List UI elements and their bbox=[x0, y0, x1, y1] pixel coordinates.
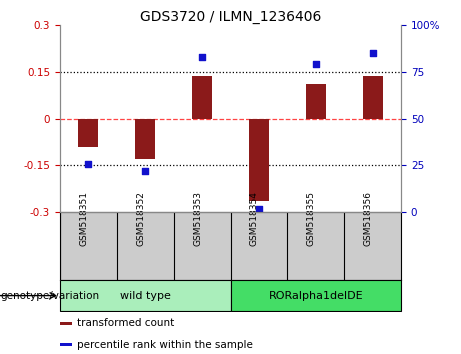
Title: GDS3720 / ILMN_1236406: GDS3720 / ILMN_1236406 bbox=[140, 10, 321, 24]
Bar bbox=[192, 76, 212, 119]
Text: GSM518351: GSM518351 bbox=[79, 191, 89, 246]
Bar bbox=[249, 119, 269, 201]
Text: GSM518355: GSM518355 bbox=[307, 191, 316, 246]
Point bbox=[85, 161, 92, 166]
Point bbox=[142, 168, 149, 174]
Text: RORalpha1delDE: RORalpha1delDE bbox=[268, 291, 363, 301]
Text: GSM518352: GSM518352 bbox=[136, 191, 145, 246]
Bar bbox=[60, 343, 72, 346]
Text: percentile rank within the sample: percentile rank within the sample bbox=[77, 339, 253, 350]
Text: GSM518353: GSM518353 bbox=[193, 191, 202, 246]
Bar bbox=[135, 119, 155, 159]
Point bbox=[312, 61, 319, 67]
Text: GSM518356: GSM518356 bbox=[364, 191, 372, 246]
Bar bbox=[363, 76, 383, 119]
FancyBboxPatch shape bbox=[60, 280, 230, 311]
Point bbox=[198, 54, 206, 59]
Bar bbox=[60, 322, 72, 325]
Bar bbox=[306, 84, 326, 119]
Text: GSM518354: GSM518354 bbox=[250, 191, 259, 246]
Point bbox=[255, 206, 263, 211]
Bar bbox=[78, 119, 98, 147]
Text: transformed count: transformed count bbox=[77, 318, 174, 329]
Point bbox=[369, 50, 376, 56]
Text: genotype/variation: genotype/variation bbox=[0, 291, 99, 301]
FancyBboxPatch shape bbox=[230, 280, 401, 311]
Text: wild type: wild type bbox=[120, 291, 171, 301]
